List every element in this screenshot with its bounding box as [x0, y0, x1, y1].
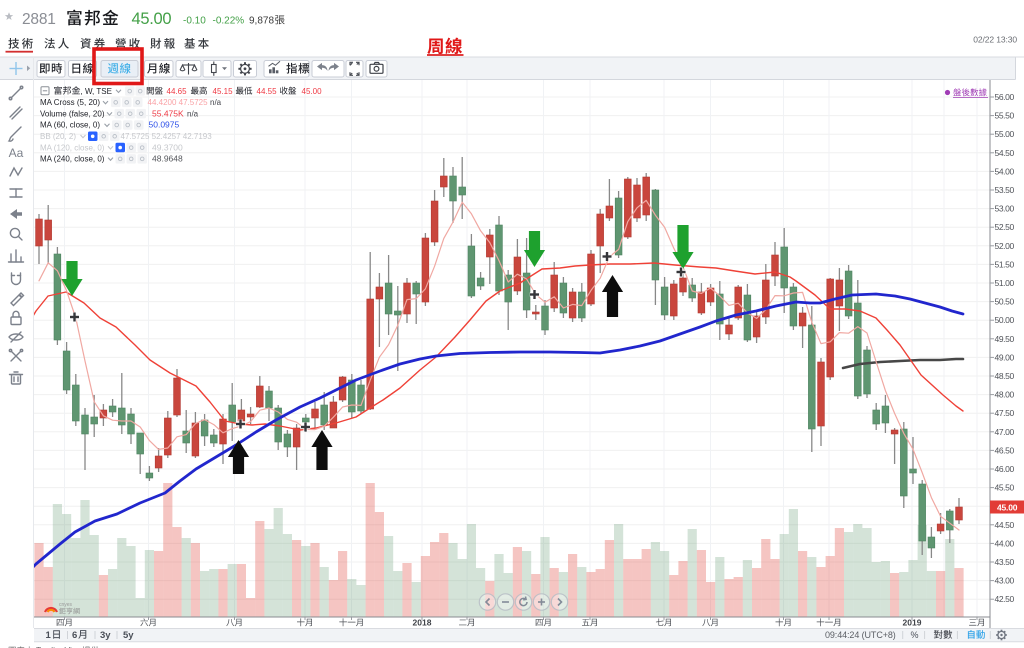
svg-text:02/22 13:30: 02/22 13:30 — [973, 35, 1017, 45]
svg-text:43.00: 43.00 — [995, 576, 1015, 586]
svg-text:42.50: 42.50 — [995, 594, 1015, 604]
svg-text:45.15: 45.15 — [213, 87, 234, 96]
svg-text:47.5725 52.4257 42.7193: 47.5725 52.4257 42.7193 — [121, 132, 213, 141]
svg-text:53.50: 53.50 — [995, 185, 1015, 195]
svg-text:46.50: 46.50 — [995, 445, 1015, 455]
svg-text:51.00: 51.00 — [995, 278, 1015, 288]
svg-text:49.00: 49.00 — [995, 352, 1015, 362]
svg-text:n/a: n/a — [187, 109, 199, 118]
svg-text:Volume (false, 20): Volume (false, 20) — [40, 109, 105, 118]
svg-text:48.50: 48.50 — [995, 371, 1015, 381]
svg-text:55.50: 55.50 — [995, 111, 1015, 121]
svg-text:45.50: 45.50 — [995, 483, 1015, 493]
svg-text:3y: 3y — [100, 630, 111, 641]
svg-text:MA (240, close, 0): MA (240, close, 0) — [40, 155, 105, 164]
svg-text:44.4200 47.5725: 44.4200 47.5725 — [148, 98, 209, 107]
svg-text:55.475K: 55.475K — [152, 108, 184, 118]
svg-text:-0.10: -0.10 — [183, 16, 206, 27]
svg-text:52.00: 52.00 — [995, 241, 1015, 251]
svg-text:MA (120, close, 0): MA (120, close, 0) — [40, 143, 105, 152]
svg-text:56.00: 56.00 — [995, 92, 1015, 102]
svg-text:44.50: 44.50 — [995, 520, 1015, 530]
svg-text:51.50: 51.50 — [995, 259, 1015, 269]
svg-text:45.00: 45.00 — [302, 87, 323, 96]
svg-text:54.50: 54.50 — [995, 148, 1015, 158]
svg-text:TradingView: TradingView — [36, 645, 84, 648]
svg-text:2881: 2881 — [22, 11, 56, 28]
svg-text:45.00: 45.00 — [132, 10, 172, 28]
svg-text:2018: 2018 — [413, 618, 432, 628]
svg-text:53.00: 53.00 — [995, 204, 1015, 214]
svg-text:49.3700: 49.3700 — [152, 142, 183, 152]
svg-text:47.00: 47.00 — [995, 427, 1015, 437]
svg-text:, W, TSE: , W, TSE — [81, 87, 112, 96]
svg-text:43.50: 43.50 — [995, 557, 1015, 567]
svg-text:44.65: 44.65 — [167, 87, 188, 96]
svg-text:-0.22%: -0.22% — [213, 16, 245, 27]
svg-text:44.55: 44.55 — [257, 87, 278, 96]
svg-text:9,878: 9,878 — [249, 16, 274, 27]
svg-text:1: 1 — [46, 630, 52, 641]
svg-text:%: % — [911, 630, 919, 640]
svg-text:09:44:24 (UTC+8): 09:44:24 (UTC+8) — [825, 630, 896, 640]
svg-text:55.00: 55.00 — [995, 129, 1015, 139]
svg-text:BB (20, 2): BB (20, 2) — [40, 132, 76, 141]
svg-text:n/a: n/a — [210, 98, 222, 107]
svg-text:Aa: Aa — [9, 146, 24, 160]
svg-text:2019: 2019 — [903, 618, 922, 628]
svg-text:48.9648: 48.9648 — [152, 154, 183, 164]
svg-text:47.50: 47.50 — [995, 408, 1015, 418]
svg-text:50.00: 50.00 — [995, 315, 1015, 325]
svg-text:MA (60, close, 0): MA (60, close, 0) — [40, 121, 100, 130]
svg-text:54.00: 54.00 — [995, 166, 1015, 176]
svg-text:46.00: 46.00 — [995, 464, 1015, 474]
svg-text:45.00: 45.00 — [997, 502, 1018, 512]
svg-text:44.00: 44.00 — [995, 538, 1015, 548]
svg-text:5y: 5y — [123, 630, 134, 641]
svg-text:48.00: 48.00 — [995, 390, 1015, 400]
svg-text:6: 6 — [72, 630, 77, 641]
svg-text:cnyes: cnyes — [59, 602, 73, 608]
svg-text:MA Cross (5, 20): MA Cross (5, 20) — [40, 98, 100, 107]
svg-text:50.50: 50.50 — [995, 297, 1015, 307]
svg-text:49.50: 49.50 — [995, 334, 1015, 344]
svg-text:50.0975: 50.0975 — [149, 120, 180, 130]
svg-text:52.50: 52.50 — [995, 222, 1015, 232]
